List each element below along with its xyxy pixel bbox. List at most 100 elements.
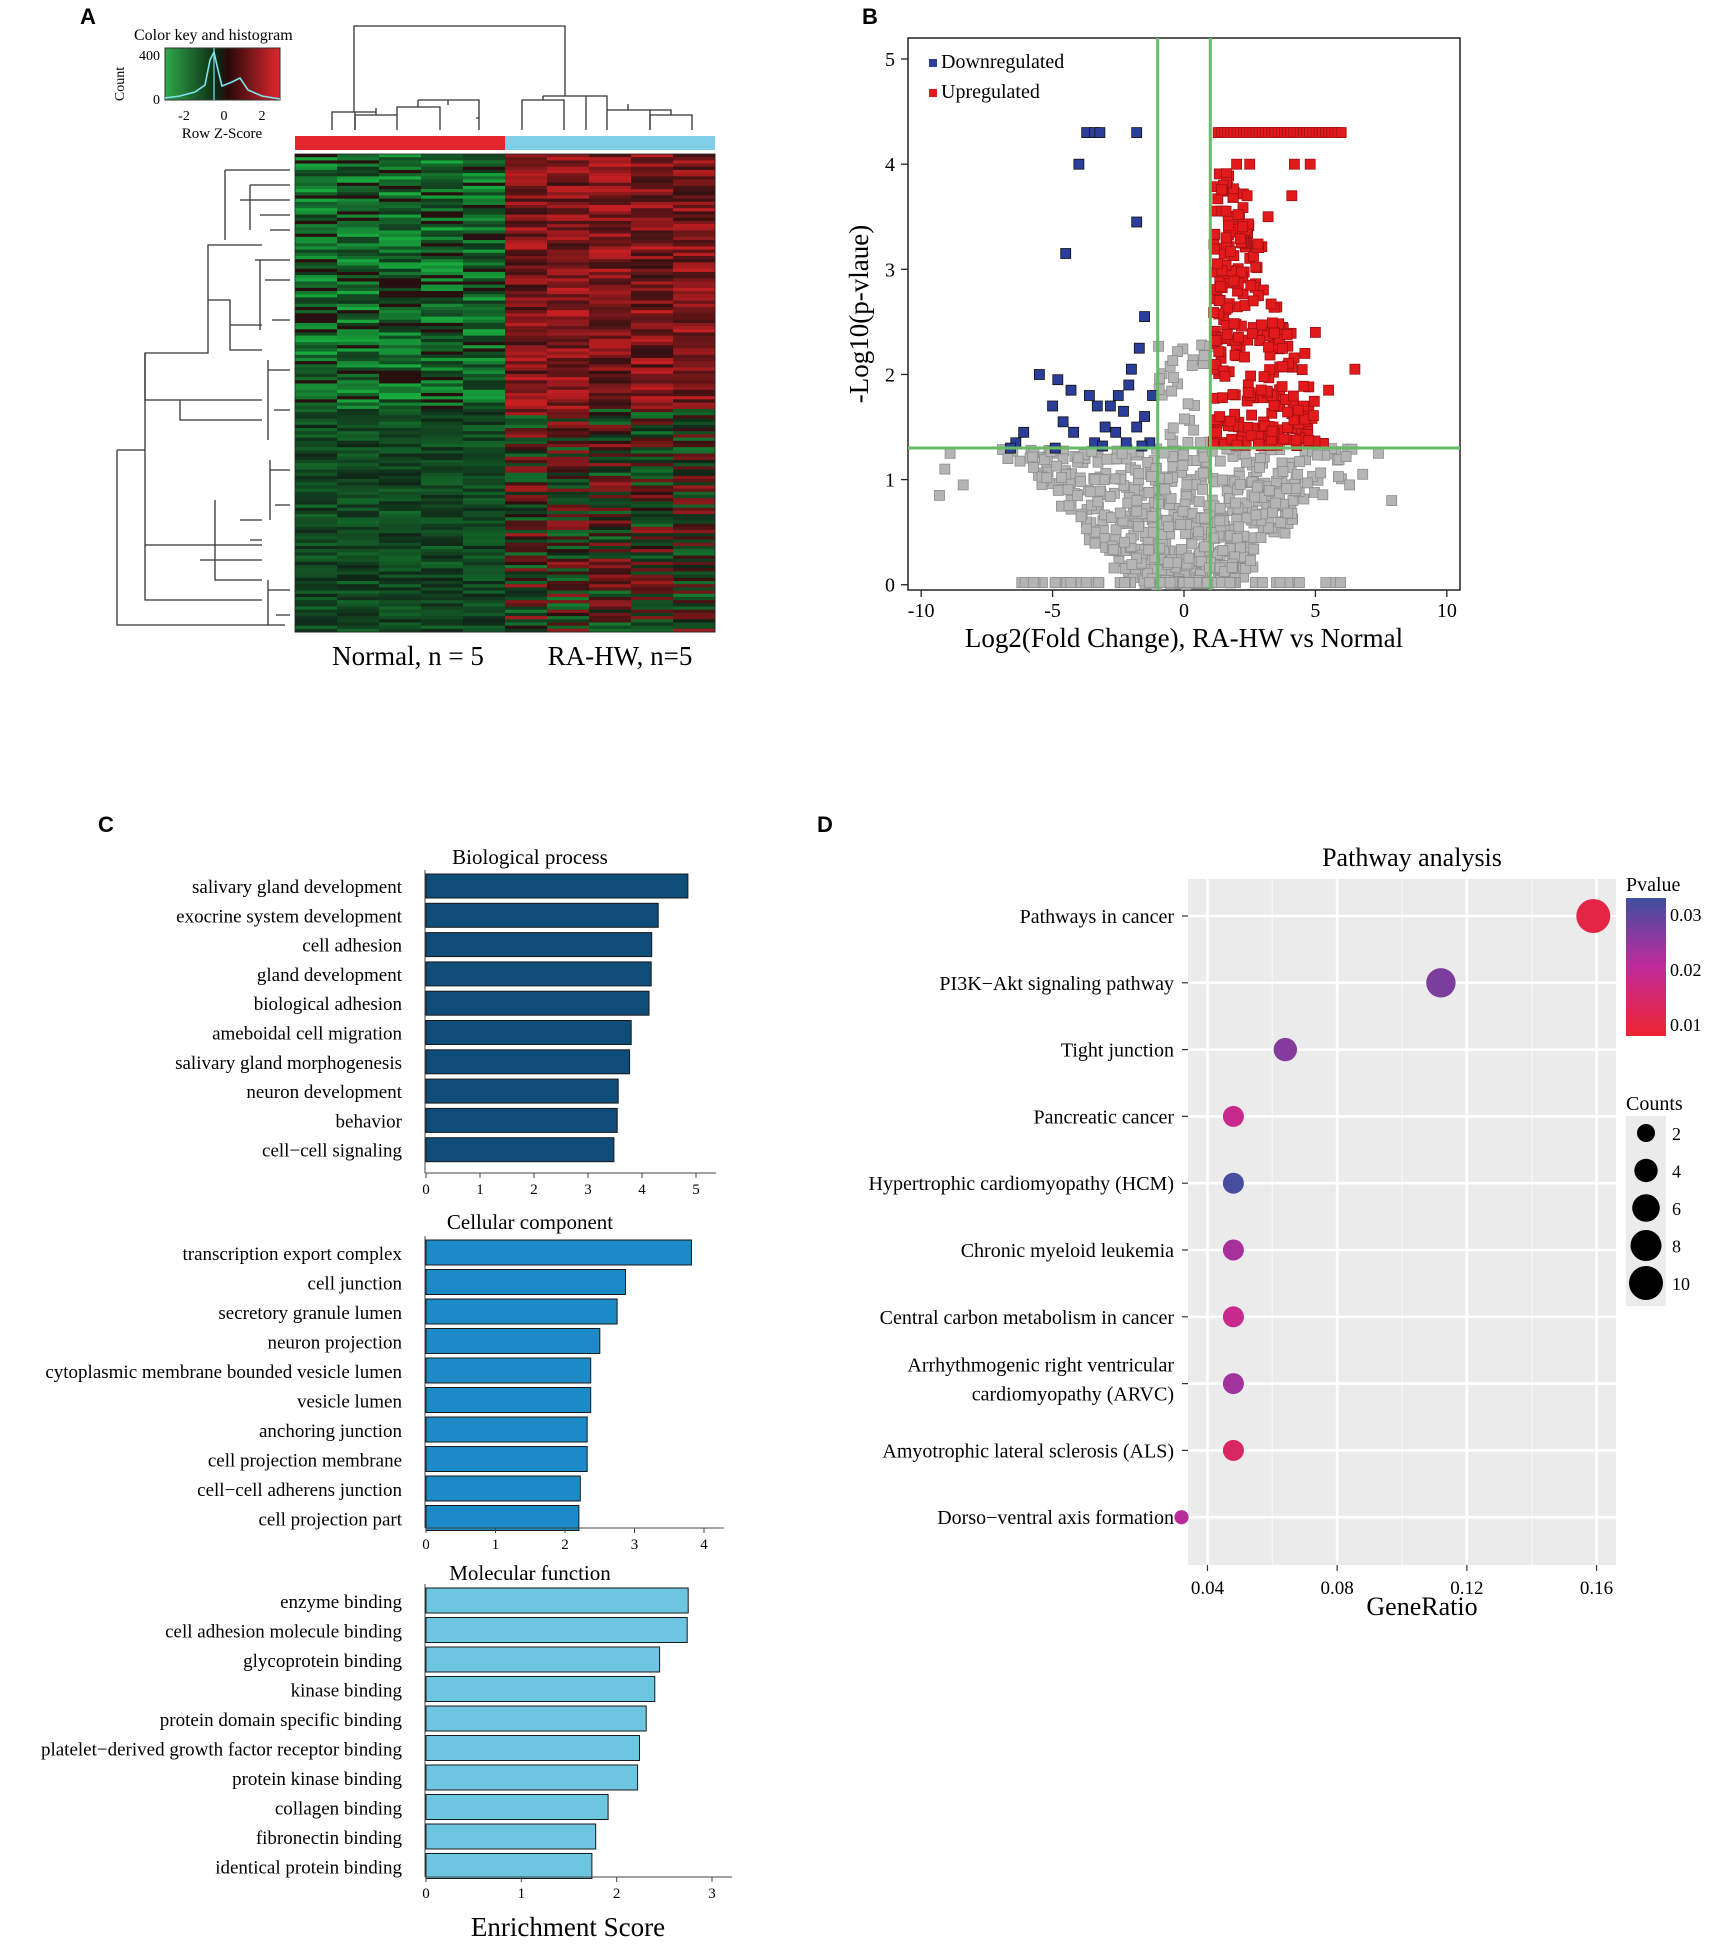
heatmap-cell [673, 192, 716, 196]
heatmap-cell [589, 424, 632, 429]
heatmap-cell [295, 233, 338, 238]
volcano-point [1229, 349, 1241, 361]
volcano-point [1131, 494, 1143, 506]
heatmap-cell [589, 386, 632, 391]
heatmap-cell [505, 456, 548, 461]
go-term-label: protein domain specific binding [160, 1710, 403, 1731]
heatmap-cell [631, 504, 674, 509]
heatmap-cell [421, 154, 464, 158]
heatmap-cell [673, 252, 716, 257]
volcano-point [1247, 295, 1259, 307]
volcano-point [1099, 421, 1111, 433]
heatmap-cell [589, 265, 632, 270]
heatmap-cell [463, 313, 506, 318]
heatmap-cell [295, 169, 338, 174]
heatmap-cell [631, 169, 674, 174]
heatmap-cell [547, 456, 590, 461]
heatmap-cell [421, 233, 464, 238]
heatmap-cell [295, 377, 338, 381]
heatmap-cell [673, 329, 716, 333]
volcano-point [1264, 364, 1275, 376]
heatmap-cell [295, 539, 338, 544]
heatmap-cell [547, 619, 590, 623]
heatmap-cell [505, 552, 548, 557]
heatmap-cell [295, 459, 338, 464]
heatmap-cell [547, 574, 590, 579]
heatmap-cell [379, 408, 422, 413]
heatmap-cell [463, 405, 506, 410]
heatmap-cell [673, 243, 716, 247]
group-label-normal: Normal, n = 5 [332, 641, 484, 671]
heatmap-cell [673, 332, 716, 337]
heatmap-cell [547, 609, 590, 614]
heatmap-cell [631, 220, 674, 225]
heatmap-cell [337, 581, 380, 585]
heatmap-cell [631, 236, 674, 241]
go-term-label: cell adhesion [302, 936, 402, 957]
volcano-point [1075, 475, 1086, 487]
heatmap-cell [421, 192, 464, 196]
go-bar [425, 932, 653, 958]
heatmap-cell [379, 262, 422, 267]
heatmap-cell [631, 291, 674, 295]
heatmap-cell [673, 469, 716, 474]
heatmap-cell [463, 399, 506, 404]
volcano-point [1195, 556, 1207, 567]
volcano-point [1270, 497, 1281, 509]
heatmap-cell [673, 530, 716, 534]
heatmap-cell [295, 364, 338, 369]
heatmap-cell [295, 192, 338, 196]
heatmap-cell [631, 612, 674, 617]
heatmap-cell [673, 542, 716, 547]
heatmap-cell [547, 479, 590, 483]
heatmap-cell [505, 281, 548, 286]
heatmap-cell [295, 373, 338, 378]
heatmap-cell [589, 377, 632, 381]
heatmap-cell [547, 335, 590, 340]
heatmap-cell [631, 549, 674, 553]
heatmap-cell [589, 220, 632, 225]
heatmap-cell [463, 428, 506, 432]
heatmap-cell [505, 571, 548, 576]
heatmap-cell [337, 326, 380, 330]
heatmap-cell [673, 220, 716, 225]
volcano-point [1049, 577, 1061, 588]
heatmap-cell [463, 440, 506, 445]
heatmap-cell [505, 243, 548, 247]
heatmap-cell [673, 501, 716, 506]
heatmap-cell [673, 549, 716, 553]
heatmap-cell [505, 252, 548, 257]
heatmap-cell [463, 491, 506, 496]
heatmap-cell [337, 507, 380, 512]
heatmap-cell [379, 211, 422, 216]
heatmap-cell [631, 552, 674, 557]
volcano-point [1119, 577, 1130, 588]
heatmap-cell [631, 201, 674, 206]
heatmap-cell [421, 456, 464, 461]
heatmap-cell [337, 189, 380, 193]
heatmap-cell [631, 211, 674, 216]
heatmap-cell [673, 204, 716, 209]
counts-legend-dot [1630, 1230, 1662, 1261]
volcano-point [1075, 511, 1087, 523]
volcano-point [1131, 505, 1143, 517]
heatmap-cell [379, 526, 422, 531]
go-term-label: platelet−derived growth factor receptor … [41, 1740, 403, 1761]
heatmap-cell [421, 523, 464, 528]
heatmap-cell [505, 351, 548, 356]
heatmap-cell [379, 536, 422, 541]
heatmap-cell [295, 166, 338, 171]
heatmap-cell [589, 396, 632, 400]
heatmap-cell [463, 294, 506, 298]
color-key-frame [164, 47, 281, 101]
heatmap-cell [379, 240, 422, 244]
heatmap-cell [379, 501, 422, 506]
heatmap-cell [295, 357, 338, 362]
heatmap-cell [337, 590, 380, 595]
heatmap-cell [295, 565, 338, 569]
heatmap-cell [421, 345, 464, 349]
heatmap-cell [547, 214, 590, 219]
heatmap-cell [589, 408, 632, 413]
counts-legend-title: Counts [1626, 1093, 1683, 1115]
heatmap-cell [673, 364, 716, 369]
